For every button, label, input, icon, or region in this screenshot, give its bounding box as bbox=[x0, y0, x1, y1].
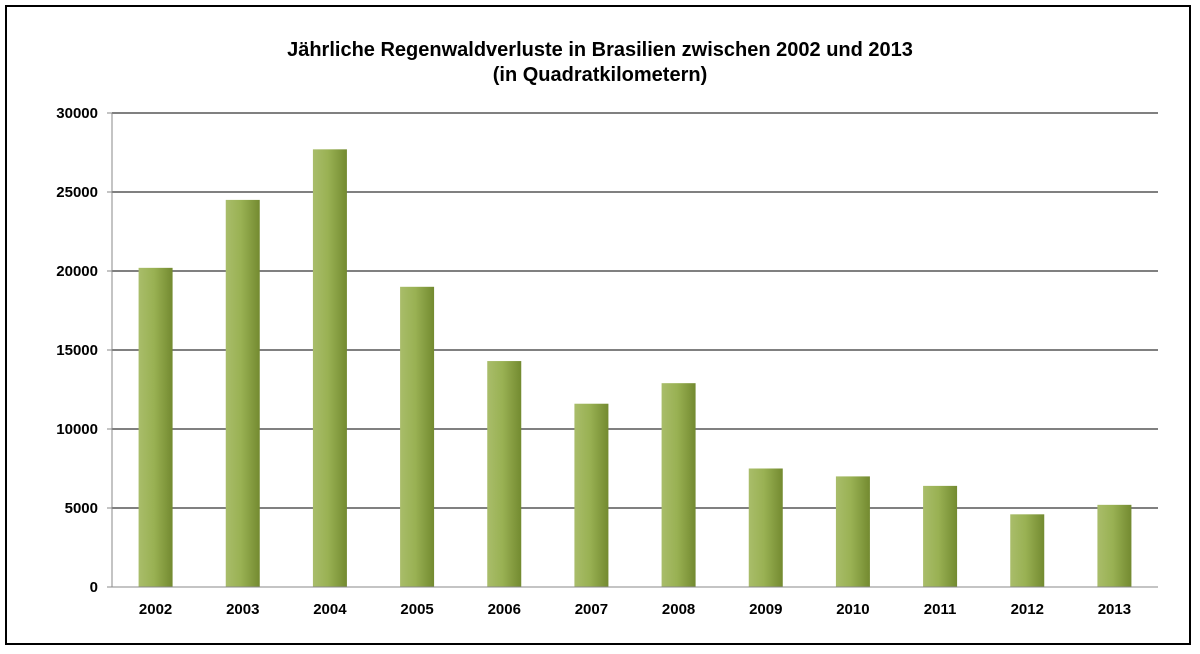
y-axis-tick-labels: 0 5000 10000 15000 20000 25000 30000 bbox=[56, 105, 98, 596]
x-tick-label: 2011 bbox=[924, 601, 957, 618]
y-tick-label: 5000 bbox=[65, 500, 98, 517]
bar-2006 bbox=[487, 361, 522, 587]
x-tick-label: 2009 bbox=[749, 601, 782, 618]
y-tick-label: 20000 bbox=[56, 263, 98, 280]
bar-2008 bbox=[661, 383, 696, 587]
bar-2002 bbox=[138, 267, 173, 587]
y-tick-label: 15000 bbox=[56, 342, 98, 359]
x-axis-tick-labels: 2002 2003 2004 2005 2006 2007 2008 2009 2010 2011… bbox=[139, 601, 1131, 618]
x-tick-label: 2007 bbox=[575, 601, 608, 618]
bar-2011 bbox=[923, 485, 958, 587]
bars bbox=[138, 149, 1132, 587]
y-tick-label: 30000 bbox=[56, 105, 98, 122]
bar-2005 bbox=[400, 286, 435, 587]
x-tick-label: 2002 bbox=[139, 601, 172, 618]
chart-title-block: Jährliche Regenwaldverluste in Brasilien… bbox=[0, 38, 1200, 88]
x-tick-label: 2006 bbox=[488, 601, 521, 618]
bar-2004 bbox=[312, 149, 347, 587]
x-tick-label: 2005 bbox=[400, 601, 433, 618]
bar-2010 bbox=[835, 476, 870, 587]
bar-2007 bbox=[574, 403, 609, 587]
axes bbox=[107, 112, 1158, 588]
y-tick-label: 10000 bbox=[56, 421, 98, 438]
x-tick-label: 2004 bbox=[313, 601, 347, 618]
chart-title: Jährliche Regenwaldverluste in Brasilien… bbox=[287, 39, 913, 61]
x-tick-label: 2012 bbox=[1011, 601, 1044, 618]
grid-lines bbox=[112, 112, 1158, 509]
bar-2003 bbox=[225, 199, 260, 587]
x-tick-label: 2003 bbox=[226, 601, 259, 618]
bar-2009 bbox=[748, 468, 783, 587]
bar-2013 bbox=[1097, 504, 1132, 587]
x-tick-label: 2013 bbox=[1098, 601, 1131, 618]
x-tick-label: 2010 bbox=[836, 601, 869, 618]
x-tick-label: 2008 bbox=[662, 601, 695, 618]
y-tick-label: 0 bbox=[90, 579, 98, 596]
bar-2012 bbox=[1010, 514, 1045, 587]
y-tick-label: 25000 bbox=[56, 184, 98, 201]
chart-subtitle: (in Quadratkilometern) bbox=[492, 64, 708, 86]
